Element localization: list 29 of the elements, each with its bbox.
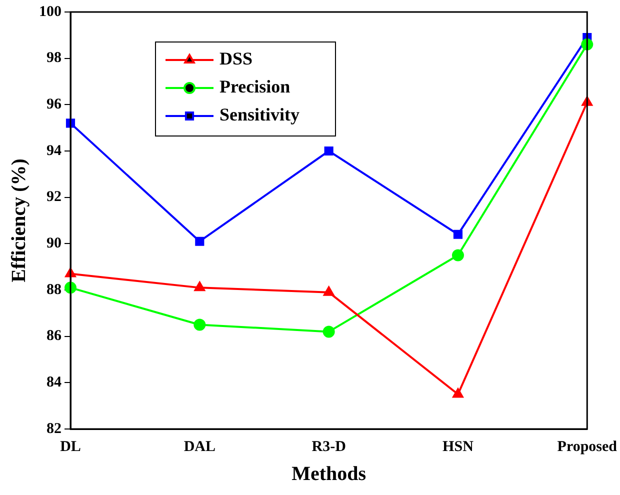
y-tick-label: 82 [46,420,62,437]
point [195,236,204,246]
y-tick-label: 96 [46,96,62,113]
point [323,286,334,296]
legend-label: Precision [220,76,290,97]
x-tick-label: R3-D [312,438,346,455]
point [452,388,464,398]
point [324,146,334,156]
x-tick-label: DL [60,438,81,455]
y-axis-title: Efficiency (%) [8,158,30,282]
legend-label: DSS [220,48,253,69]
y-tick-label: 94 [46,142,62,159]
point [322,326,335,338]
x-axis-title: Methods [292,463,366,486]
y-tick-label: 86 [46,328,62,344]
x-tick-label: DAL [184,438,216,455]
y-tick-label: 92 [46,189,62,206]
point [194,282,205,292]
point [452,249,464,262]
legend-label: Sensitivity [220,104,300,125]
x-tick-label: Proposed [557,438,618,455]
y-tick-label: 90 [46,236,62,252]
y-tick-label: 84 [46,374,62,391]
y-tick-label: 88 [46,282,62,298]
x-tick-label: HSN [442,438,474,455]
y-tick-label: 100 [39,4,62,20]
point [194,318,206,331]
y-tick-label: 98 [46,50,62,66]
point [453,230,463,239]
